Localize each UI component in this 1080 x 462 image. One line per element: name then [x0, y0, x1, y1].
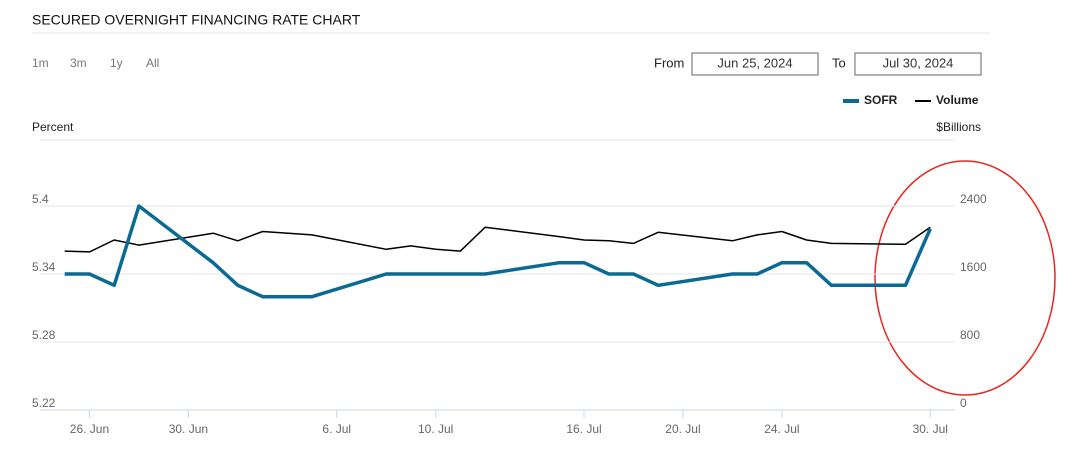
- series-line: [64, 226, 931, 253]
- highlight-annotation: [874, 160, 1056, 396]
- from-label: From: [654, 55, 684, 70]
- chart-title: SECURED OVERNIGHT FINANCING RATE CHART: [32, 12, 361, 28]
- to-value[interactable]: Jul 30, 2024: [883, 55, 954, 70]
- range-button[interactable]: 1y: [110, 56, 123, 70]
- x-tick-label: 20. Jul: [665, 422, 700, 436]
- x-tick-label: 30. Jun: [169, 422, 208, 436]
- y-tick-label: 5.22: [32, 396, 56, 410]
- from-input[interactable]: [691, 52, 819, 76]
- x-tick-label: 26. Jun: [70, 422, 109, 436]
- series-line: [64, 204, 932, 299]
- y2-tick-label: 1600: [960, 260, 987, 274]
- range-selector: 1m 3m 1y All: [32, 56, 159, 70]
- x-tick-label: 6. Jul: [322, 422, 351, 436]
- y-axis-title: Percent: [32, 120, 74, 134]
- legend-label: SOFR: [864, 93, 898, 107]
- x-tick-label: 30. Jul: [913, 422, 948, 436]
- from-value[interactable]: Jun 25, 2024: [717, 55, 792, 70]
- legend-label: Volume: [936, 93, 979, 107]
- x-tick-label: 10. Jul: [418, 422, 453, 436]
- to-label: To: [832, 55, 846, 70]
- range-button[interactable]: All: [146, 56, 159, 70]
- x-tick-label: 24. Jul: [764, 422, 799, 436]
- y-tick-label: 5.28: [32, 328, 56, 342]
- range-button[interactable]: 3m: [70, 56, 87, 70]
- x-tick-label: 16. Jul: [566, 422, 601, 436]
- range-button[interactable]: 1m: [32, 56, 49, 70]
- to-input[interactable]: [854, 52, 982, 76]
- y-tick-label: 5.4: [32, 192, 49, 206]
- y2-tick-label: 0: [960, 396, 967, 410]
- y2-axis-title: $Billions: [936, 120, 981, 134]
- y-tick-label: 5.34: [32, 260, 56, 274]
- y2-tick-label: 800: [960, 328, 980, 342]
- y2-tick-label: 2400: [960, 192, 987, 206]
